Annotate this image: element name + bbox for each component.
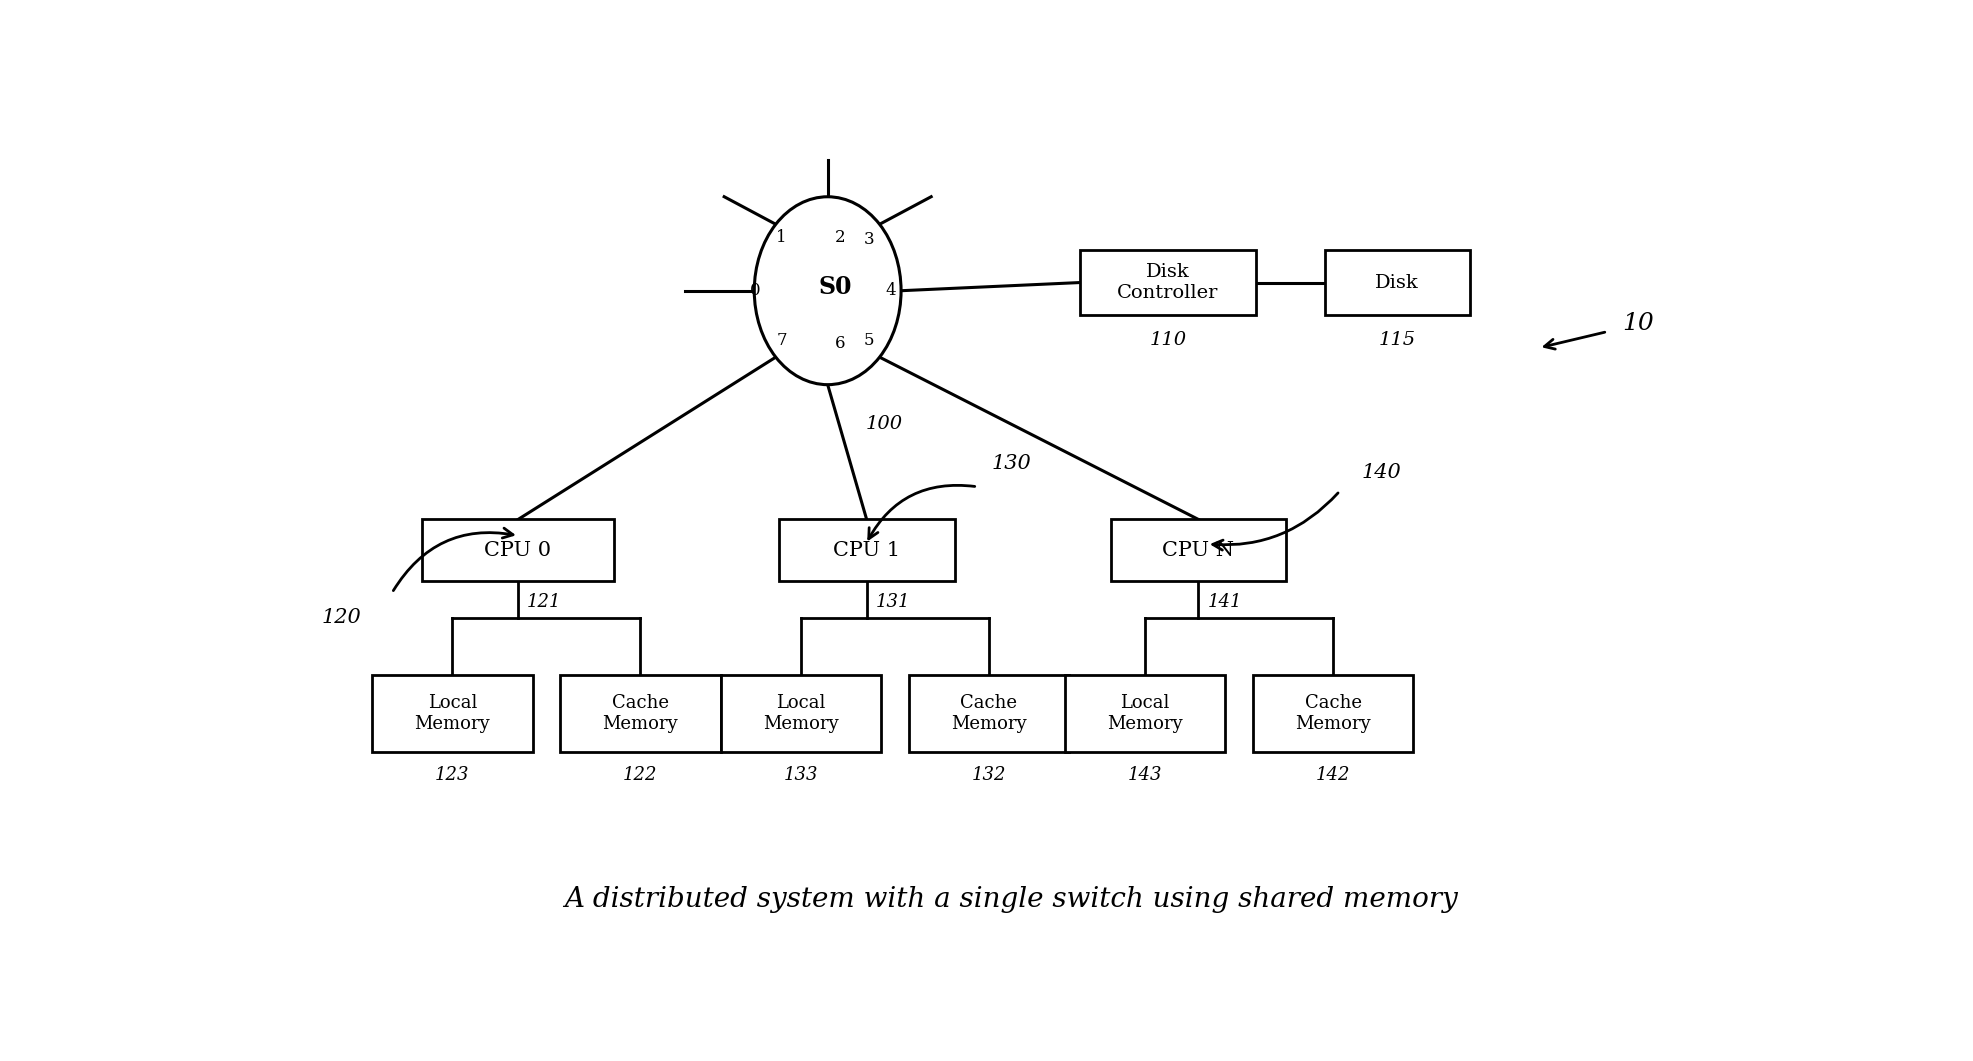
Text: Cache
Memory: Cache Memory	[1294, 694, 1371, 733]
Text: CPU N: CPU N	[1162, 541, 1235, 559]
FancyBboxPatch shape	[779, 520, 955, 580]
Text: 6: 6	[835, 335, 844, 352]
Text: Disk: Disk	[1375, 274, 1419, 292]
Text: 3: 3	[864, 231, 874, 248]
FancyBboxPatch shape	[373, 675, 533, 752]
FancyBboxPatch shape	[1253, 675, 1413, 752]
Text: 10: 10	[1622, 312, 1653, 335]
Text: Cache
Memory: Cache Memory	[602, 694, 679, 733]
Text: 5: 5	[864, 332, 874, 349]
Text: Disk
Controller: Disk Controller	[1117, 263, 1219, 302]
FancyBboxPatch shape	[910, 675, 1069, 752]
Text: 110: 110	[1150, 331, 1186, 349]
Text: CPU 0: CPU 0	[485, 541, 552, 559]
Text: 143: 143	[1129, 766, 1162, 784]
FancyBboxPatch shape	[1065, 675, 1225, 752]
FancyBboxPatch shape	[1324, 250, 1470, 315]
Text: 1: 1	[777, 229, 787, 246]
Ellipse shape	[754, 196, 902, 385]
Text: CPU 1: CPU 1	[833, 541, 900, 559]
Text: A distributed system with a single switch using shared memory: A distributed system with a single switc…	[564, 886, 1458, 912]
Text: 130: 130	[990, 454, 1032, 473]
FancyBboxPatch shape	[1079, 250, 1255, 315]
Text: 100: 100	[866, 415, 904, 433]
Text: 123: 123	[434, 766, 470, 784]
Text: 141: 141	[1207, 593, 1243, 611]
Text: S0: S0	[819, 275, 852, 298]
Text: 115: 115	[1379, 331, 1417, 349]
Text: 140: 140	[1361, 463, 1401, 482]
FancyBboxPatch shape	[560, 675, 720, 752]
Text: 7: 7	[777, 332, 787, 349]
Text: 120: 120	[322, 608, 361, 627]
Text: 122: 122	[623, 766, 657, 784]
Text: 131: 131	[876, 593, 910, 611]
FancyBboxPatch shape	[422, 520, 614, 580]
FancyBboxPatch shape	[1111, 520, 1286, 580]
Text: Local
Memory: Local Memory	[1107, 694, 1182, 733]
Text: 2: 2	[835, 229, 844, 246]
Text: 142: 142	[1316, 766, 1350, 784]
Text: Local
Memory: Local Memory	[414, 694, 489, 733]
Text: Cache
Memory: Cache Memory	[951, 694, 1026, 733]
Text: Local
Memory: Local Memory	[764, 694, 839, 733]
Text: 133: 133	[783, 766, 819, 784]
Text: 121: 121	[527, 593, 562, 611]
FancyBboxPatch shape	[720, 675, 882, 752]
Text: 0: 0	[750, 282, 762, 299]
Text: 4: 4	[886, 282, 896, 299]
Text: 132: 132	[973, 766, 1006, 784]
